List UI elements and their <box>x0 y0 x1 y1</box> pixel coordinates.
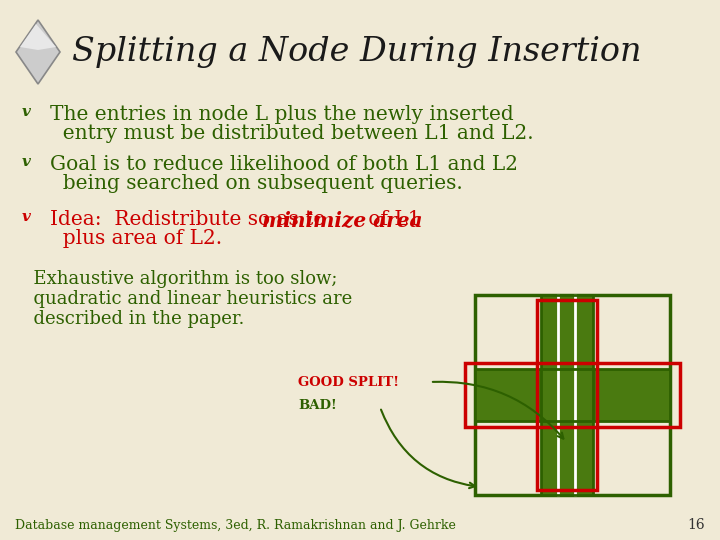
Text: plus area of L2.: plus area of L2. <box>50 229 222 248</box>
Text: minimize area: minimize area <box>262 210 423 230</box>
Bar <box>475 369 670 421</box>
Bar <box>536 300 597 490</box>
Text: BAD!: BAD! <box>298 399 337 412</box>
Text: Splitting a Node During Insertion: Splitting a Node During Insertion <box>72 36 642 68</box>
Bar <box>541 295 593 495</box>
Bar <box>475 295 670 495</box>
Text: described in the paper.: described in the paper. <box>22 310 244 328</box>
Polygon shape <box>16 20 60 84</box>
Text: Idea:  Redistribute so as to: Idea: Redistribute so as to <box>50 210 332 229</box>
Text: Goal is to reduce likelihood of both L1 and L2: Goal is to reduce likelihood of both L1 … <box>50 155 518 174</box>
Bar <box>465 363 680 427</box>
Text: Database management Systems, 3ed, R. Ramakrishnan and J. Gehrke: Database management Systems, 3ed, R. Ram… <box>15 519 456 532</box>
Bar <box>475 369 670 421</box>
Text: v: v <box>22 155 31 169</box>
Text: 16: 16 <box>688 518 705 532</box>
Text: of L1: of L1 <box>362 210 421 229</box>
Text: quadratic and linear heuristics are: quadratic and linear heuristics are <box>22 290 352 308</box>
Text: GOOD SPLIT!: GOOD SPLIT! <box>298 376 399 389</box>
Bar <box>541 295 593 495</box>
Polygon shape <box>20 24 56 50</box>
Text: v: v <box>22 210 31 224</box>
Text: v: v <box>22 105 31 119</box>
Text: Exhaustive algorithm is too slow;: Exhaustive algorithm is too slow; <box>22 270 338 288</box>
Text: entry must be distributed between L1 and L2.: entry must be distributed between L1 and… <box>50 124 534 143</box>
Text: The entries in node L plus the newly inserted: The entries in node L plus the newly ins… <box>50 105 514 124</box>
Text: being searched on subsequent queries.: being searched on subsequent queries. <box>50 174 463 193</box>
